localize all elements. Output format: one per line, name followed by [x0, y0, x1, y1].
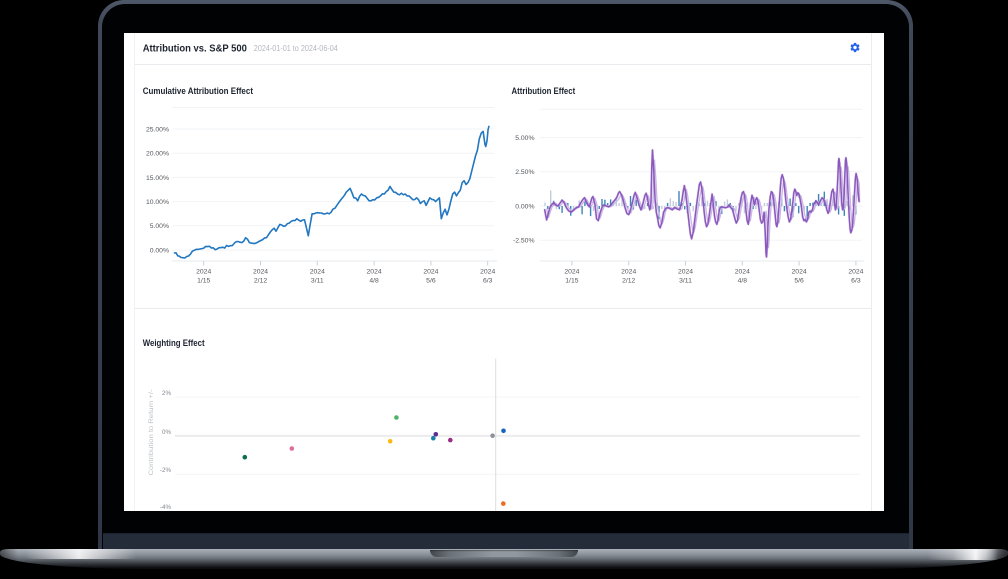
svg-text:1/15: 1/15 — [565, 278, 578, 285]
svg-text:6/3: 6/3 — [483, 278, 493, 285]
svg-text:3/11: 3/11 — [311, 278, 324, 285]
svg-text:Weighting Effect: Weighting Effect — [143, 337, 205, 348]
svg-text:25.00%: 25.00% — [146, 126, 169, 133]
svg-text:5/6: 5/6 — [426, 278, 436, 285]
svg-text:2024: 2024 — [735, 269, 750, 276]
svg-text:0%: 0% — [162, 429, 171, 436]
svg-text:2.50%: 2.50% — [515, 169, 534, 176]
svg-text:2024: 2024 — [423, 269, 438, 276]
svg-text:2024: 2024 — [792, 269, 807, 276]
svg-text:2/12: 2/12 — [622, 278, 635, 285]
svg-text:2024: 2024 — [196, 269, 211, 276]
svg-text:2/12: 2/12 — [254, 278, 267, 285]
svg-text:0.00%: 0.00% — [515, 203, 534, 210]
svg-text:2024: 2024 — [253, 269, 268, 276]
svg-text:-2.50%: -2.50% — [513, 238, 535, 245]
svg-text:2024-01-01 to 2024-06-04: 2024-01-01 to 2024-06-04 — [254, 44, 338, 53]
svg-text:5.00%: 5.00% — [515, 135, 534, 142]
svg-text:5.00%: 5.00% — [150, 223, 169, 230]
svg-text:Attribution vs. S&P 500: Attribution vs. S&P 500 — [143, 44, 248, 55]
svg-text:20.00%: 20.00% — [146, 151, 169, 158]
svg-text:2024: 2024 — [367, 269, 382, 276]
svg-text:Cumulative Attribution Effect: Cumulative Attribution Effect — [143, 85, 253, 96]
svg-text:-4%: -4% — [160, 504, 172, 511]
svg-text:2024: 2024 — [480, 269, 495, 276]
svg-text:5/6: 5/6 — [794, 278, 804, 285]
svg-text:Contribution to Return +/-: Contribution to Return +/- — [148, 390, 155, 476]
svg-text:Attribution Effect: Attribution Effect — [512, 85, 576, 96]
svg-text:6/3: 6/3 — [851, 278, 861, 285]
svg-text:3/11: 3/11 — [679, 278, 692, 285]
svg-text:0.00%: 0.00% — [150, 247, 169, 254]
svg-text:2%: 2% — [162, 390, 171, 397]
svg-text:-2%: -2% — [160, 467, 172, 474]
svg-text:2024: 2024 — [621, 269, 636, 276]
svg-text:2024: 2024 — [848, 269, 863, 276]
svg-text:2024: 2024 — [678, 269, 693, 276]
svg-text:4/8: 4/8 — [738, 278, 748, 285]
svg-text:2024: 2024 — [564, 269, 579, 276]
svg-text:1/15: 1/15 — [197, 278, 210, 285]
svg-text:10.00%: 10.00% — [146, 199, 169, 206]
svg-text:4/8: 4/8 — [369, 278, 379, 285]
svg-text:15.00%: 15.00% — [146, 175, 169, 182]
svg-text:2024: 2024 — [310, 269, 325, 276]
